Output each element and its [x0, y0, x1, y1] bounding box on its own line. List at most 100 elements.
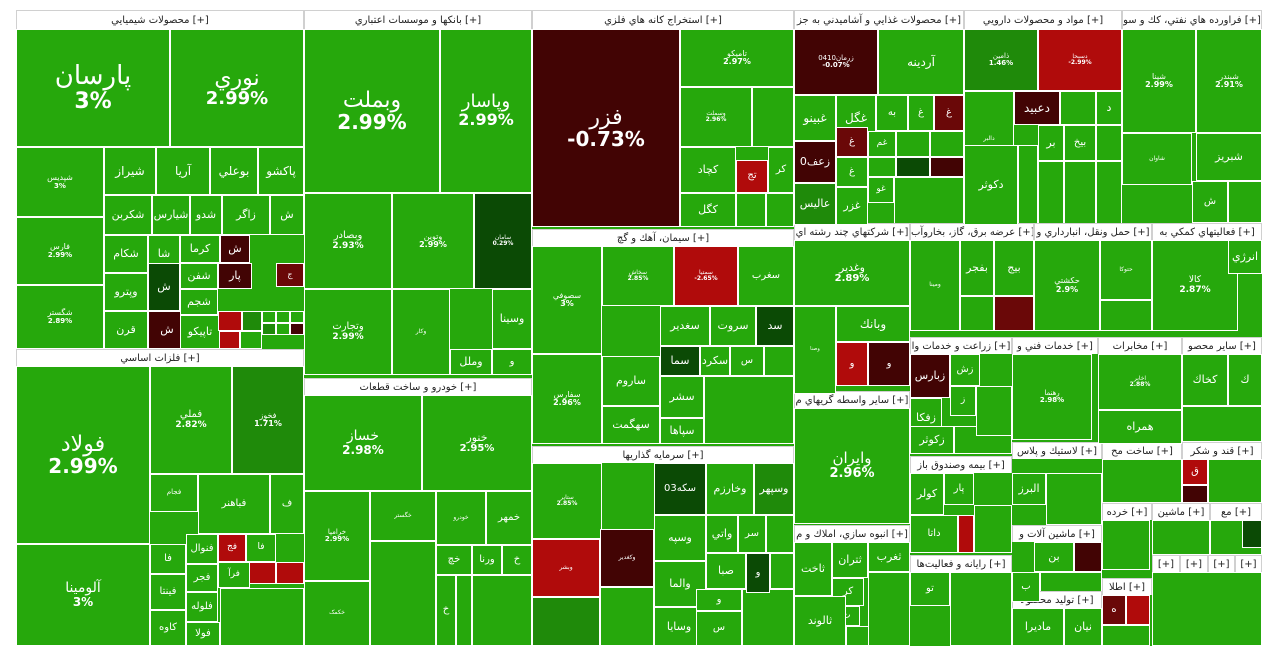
- stock-tile[interactable]: شجم: [180, 289, 218, 315]
- sector-title-drug[interactable]: مواد و محصولات دارويي [+]: [964, 10, 1122, 29]
- stock-tile[interactable]: وملل: [450, 349, 492, 375]
- stock-tile-small[interactable]: [600, 587, 654, 646]
- sector-title-realestate[interactable]: انبوه سازي، املاك و م [+]: [794, 525, 910, 542]
- stock-tile[interactable]: فا: [246, 534, 276, 562]
- stock-tile[interactable]: آريا: [156, 147, 210, 195]
- stock-tile[interactable]: پاكشو: [258, 147, 304, 195]
- stock-tile-small[interactable]: [742, 589, 794, 646]
- stock-tile[interactable]: دعبيد: [1014, 91, 1060, 125]
- sector-title-insurance[interactable]: بيمه وصندوق باز [+]: [910, 456, 1012, 473]
- stock-tile[interactable]: تو: [910, 572, 950, 606]
- stock-tile[interactable]: سشر: [660, 376, 704, 418]
- sector-title-sugar[interactable]: قند و شكر [+]: [1182, 442, 1262, 459]
- sector-title-oil[interactable]: فراورده هاي نفتي، كك و سو [+]: [1122, 10, 1262, 29]
- stock-tile[interactable]: و: [696, 589, 742, 611]
- stock-tile[interactable]: وسايا: [654, 607, 704, 646]
- sector-title-auto[interactable]: خودرو و ساخت قطعات [+]: [304, 378, 532, 395]
- stock-tile[interactable]: وكغدير: [600, 529, 654, 587]
- sector-title-bank[interactable]: بانكها و موسسات اعتباري [+]: [304, 10, 532, 29]
- stock-tile[interactable]: وتوين 2.99%: [392, 193, 474, 289]
- stock-tile[interactable]: وتجارت 2.99%: [304, 289, 392, 375]
- stock-tile[interactable]: ز: [950, 386, 976, 416]
- stock-tile[interactable]: ش: [270, 195, 304, 235]
- stock-tile[interactable]: س: [730, 346, 764, 376]
- stock-tile[interactable]: كچاد: [680, 147, 736, 193]
- stock-tile[interactable]: سغرب: [738, 246, 794, 306]
- stock-tile-small[interactable]: [240, 331, 262, 349]
- stock-tile[interactable]: وپترو: [104, 273, 148, 311]
- stock-tile[interactable]: [1102, 520, 1150, 570]
- stock-tile[interactable]: سكه03: [654, 463, 706, 515]
- stock-tile-small[interactable]: [1152, 520, 1210, 555]
- stock-tile-small[interactable]: [1018, 145, 1038, 225]
- stock-tile-small[interactable]: [960, 296, 994, 331]
- stock-tile[interactable]: ش: [148, 263, 180, 311]
- stock-tile[interactable]: سخاش 2.85%: [602, 246, 674, 306]
- stock-tile[interactable]: كخاك: [1182, 354, 1228, 406]
- sector-title-it[interactable]: رايانه و فعاليت‌ها [+]: [910, 555, 1012, 572]
- stock-tile-small[interactable]: [1064, 161, 1096, 225]
- stock-tile[interactable]: ثالوند: [794, 596, 846, 646]
- stock-tile[interactable]: فا: [150, 544, 186, 574]
- stock-tile[interactable]: سما: [660, 346, 700, 376]
- stock-tile[interactable]: غم: [868, 131, 896, 157]
- stock-tile[interactable]: نوري 2.99%: [170, 29, 304, 147]
- sector-title-retail[interactable]: خرده [+]: [1102, 503, 1152, 520]
- sector-title-power[interactable]: عرضه برق، گاز، بخاروآب [+]: [910, 223, 1034, 240]
- stock-tile[interactable]: البرز: [1012, 473, 1046, 505]
- sector-title-misc1[interactable]: [+]: [1152, 555, 1180, 572]
- stock-tile-small[interactable]: [220, 588, 304, 646]
- stock-tile[interactable]: آلومينا 3%: [16, 544, 150, 646]
- stock-tile[interactable]: شكام: [104, 235, 148, 273]
- stock-tile[interactable]: وبانك: [836, 306, 910, 342]
- stock-tile[interactable]: سمتيا -2.65%: [674, 246, 738, 306]
- sector-title-plastic[interactable]: لاستيك و پلاس [+]: [1012, 442, 1102, 459]
- stock-tile[interactable]: دسبحا -2.99%: [1038, 29, 1122, 91]
- stock-tile[interactable]: غ: [836, 157, 868, 187]
- stock-tile[interactable]: شيراز: [104, 147, 156, 195]
- stock-tile[interactable]: ق: [1182, 459, 1208, 485]
- stock-tile[interactable]: وبشر: [532, 539, 600, 597]
- sector-title-chem[interactable]: محصولات شيميايي [+]: [16, 10, 304, 29]
- stock-tile[interactable]: د: [1096, 91, 1122, 125]
- stock-tile[interactable]: شپديس 3%: [16, 147, 104, 217]
- stock-tile[interactable]: فرآ: [218, 562, 250, 588]
- sector-title-finance[interactable]: ساير واسطه گريهاي م [+]: [794, 391, 910, 408]
- stock-tile[interactable]: واتي: [706, 515, 738, 553]
- stock-tile-small[interactable]: [976, 386, 1012, 436]
- stock-tile[interactable]: ش: [220, 235, 250, 263]
- stock-tile[interactable]: بيج: [994, 240, 1034, 296]
- stock-tile[interactable]: سغدير: [660, 306, 710, 346]
- stock-tile[interactable]: خساز 2.98%: [304, 395, 422, 491]
- stock-tile[interactable]: خ: [436, 575, 456, 646]
- stock-tile[interactable]: داتا: [910, 515, 958, 553]
- stock-tile-small[interactable]: [472, 575, 532, 646]
- stock-tile[interactable]: عاليس: [794, 183, 836, 225]
- stock-tile-small[interactable]: [896, 131, 930, 157]
- stock-tile[interactable]: خگستر: [370, 491, 436, 541]
- stock-tile-small[interactable]: [370, 541, 436, 646]
- stock-tile[interactable]: شكربن: [104, 195, 152, 235]
- sector-title-metal_ore[interactable]: استخراج كانه هاي فلزي [+]: [532, 10, 794, 29]
- stock-tile[interactable]: و: [746, 553, 770, 593]
- stock-tile[interactable]: سصوفي 3%: [532, 246, 602, 354]
- stock-tile-small[interactable]: [994, 296, 1034, 331]
- stock-tile[interactable]: غزر: [836, 187, 868, 225]
- stock-tile-small[interactable]: [1102, 459, 1182, 503]
- stock-tile[interactable]: فارس 2.99%: [16, 217, 104, 285]
- stock-tile[interactable]: زكوثر: [910, 426, 954, 454]
- stock-tile[interactable]: كر: [768, 147, 794, 193]
- stock-tile[interactable]: ثغرب: [868, 542, 910, 572]
- stock-tile[interactable]: انرژي: [1228, 240, 1262, 274]
- stock-tile[interactable]: سكرد: [700, 346, 730, 376]
- stock-tile-small[interactable]: [766, 515, 794, 553]
- stock-tile[interactable]: دكوثر: [964, 145, 1018, 225]
- stock-tile[interactable]: بر: [1038, 125, 1064, 161]
- sector-title-other_prod[interactable]: ساير محصو [+]: [1182, 337, 1262, 354]
- stock-tile[interactable]: پار: [944, 473, 974, 505]
- stock-tile[interactable]: حتوكا: [1100, 240, 1152, 300]
- stock-tile[interactable]: وكار: [392, 289, 450, 375]
- stock-tile[interactable]: و: [836, 342, 868, 386]
- stock-tile[interactable]: قرن: [104, 311, 148, 349]
- stock-tile[interactable]: شبريز: [1196, 133, 1262, 181]
